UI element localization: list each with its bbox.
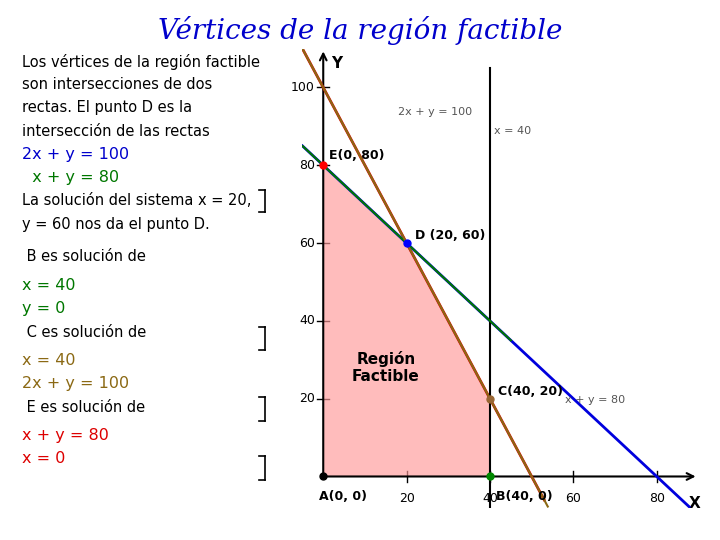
Text: A(0, 0): A(0, 0) — [319, 490, 367, 503]
Text: x = 40: x = 40 — [494, 126, 531, 136]
Text: 40: 40 — [482, 492, 498, 505]
Text: 40: 40 — [299, 314, 315, 327]
Text: La solución del sistema x = 20,: La solución del sistema x = 20, — [22, 193, 251, 208]
Text: Y: Y — [332, 56, 343, 71]
Text: x + y = 80: x + y = 80 — [22, 428, 109, 443]
Text: 60: 60 — [565, 492, 581, 505]
Text: E es solución de: E es solución de — [22, 400, 145, 415]
Text: 80: 80 — [649, 492, 665, 505]
Text: 2x + y = 100: 2x + y = 100 — [22, 376, 129, 392]
Text: y = 0: y = 0 — [22, 301, 65, 316]
Text: x = 0: x = 0 — [22, 451, 65, 467]
Text: 20: 20 — [299, 392, 315, 405]
Text: y = 60 nos da el punto D.: y = 60 nos da el punto D. — [22, 217, 210, 232]
Text: B(40, 0): B(40, 0) — [496, 490, 553, 503]
Text: 20: 20 — [399, 492, 415, 505]
Text: x = 40: x = 40 — [22, 353, 75, 368]
Text: 2x + y = 100: 2x + y = 100 — [22, 147, 129, 162]
Text: Los vértices de la región factible: Los vértices de la región factible — [22, 54, 260, 70]
Text: C es solución de: C es solución de — [22, 325, 146, 340]
Text: C(40, 20): C(40, 20) — [498, 385, 563, 398]
Text: son intersecciones de dos: son intersecciones de dos — [22, 77, 212, 92]
Text: rectas. El punto D es la: rectas. El punto D es la — [22, 100, 192, 116]
Text: 100: 100 — [291, 81, 315, 94]
Text: intersección de las rectas: intersección de las rectas — [22, 124, 210, 139]
Text: 2x + y = 100: 2x + y = 100 — [398, 107, 472, 117]
Text: 60: 60 — [299, 237, 315, 249]
Text: D (20, 60): D (20, 60) — [415, 229, 485, 242]
Text: 80: 80 — [299, 159, 315, 172]
Text: E(0, 80): E(0, 80) — [330, 150, 385, 163]
Text: x + y = 80: x + y = 80 — [22, 170, 119, 185]
Text: X: X — [688, 496, 700, 511]
Text: x = 40: x = 40 — [22, 278, 75, 293]
Text: B es solución de: B es solución de — [22, 249, 145, 265]
Text: x + y = 80: x + y = 80 — [565, 395, 625, 404]
Text: Región
Factible: Región Factible — [352, 351, 420, 384]
Polygon shape — [323, 165, 490, 476]
Text: Vértices de la región factible: Vértices de la región factible — [158, 16, 562, 45]
